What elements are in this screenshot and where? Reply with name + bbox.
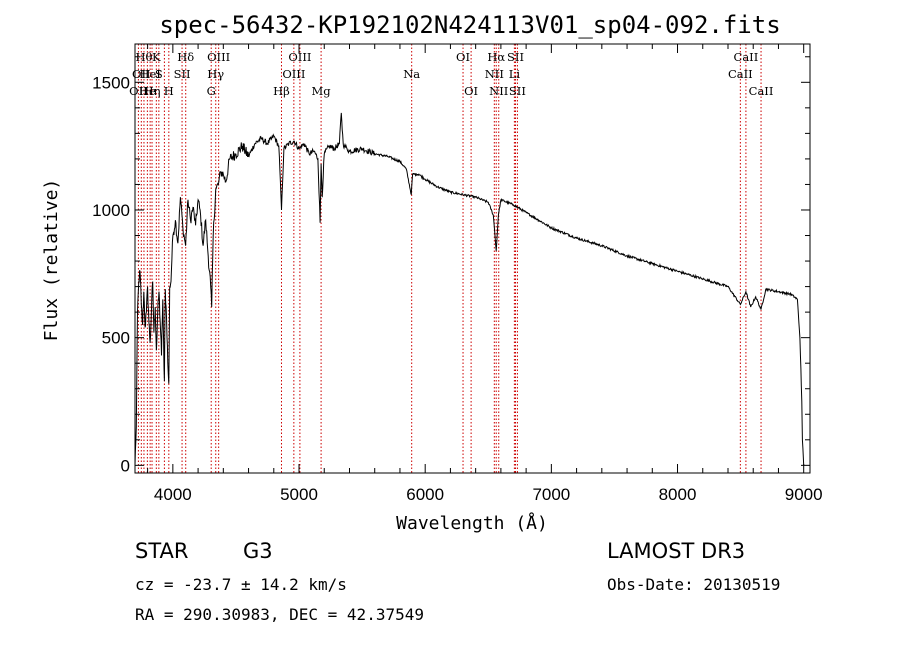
y-tick-label-1000: 1000 (92, 201, 130, 220)
line-label-16: OIII (282, 67, 305, 81)
x-axis-label: Wavelength (Å) (396, 512, 548, 534)
x-tick-label-4000: 4000 (154, 485, 192, 504)
x-tick-label-7000: 7000 (532, 485, 570, 504)
line-label-22: NII (485, 67, 504, 81)
line-label-2: Hθ (135, 50, 152, 64)
line-label-25: Li (509, 67, 521, 81)
object-subclass: G3 (243, 539, 273, 563)
survey-name: LAMOST DR3 (607, 539, 745, 563)
line-label-26: SII (507, 50, 524, 64)
line-label-28: CaII (728, 67, 753, 81)
line-label-14: OIII (207, 50, 230, 64)
line-label-30: CaII (749, 84, 774, 98)
line-label-11: Hδ (177, 50, 194, 64)
chart-title: spec-56432-KP192102N424113V01_sp04-092.f… (159, 11, 780, 39)
line-label-23: Hα (487, 50, 505, 64)
line-label-9: H (164, 84, 174, 98)
spectrum-line (134, 112, 805, 466)
spectral-line-labels: OIIOIIHθHeHeIHηKSHSIIHδGHγOIIIHβOIIIOIII… (129, 50, 773, 98)
line-label-15: Hβ (273, 84, 290, 98)
y-axis-label: Flux (relative) (41, 179, 62, 342)
coordinates: RA = 290.30983, DEC = 42.37549 (135, 605, 424, 624)
line-label-24: NII (489, 84, 508, 98)
line-label-21: OI (464, 84, 478, 98)
y-tick-label-500: 500 (102, 329, 130, 348)
line-label-5: Hη (144, 84, 161, 98)
y-tick-label-1500: 1500 (92, 73, 130, 92)
line-label-18: Mg (312, 84, 332, 98)
x-tick-label-5000: 5000 (280, 485, 318, 504)
line-label-7: S (155, 67, 163, 81)
x-axis-ticks: 4000 5000 6000 7000 8000 9000 (147, 44, 823, 504)
line-label-17: OIII (288, 50, 311, 64)
line-label-12: G (207, 84, 216, 98)
line-label-19: Na (403, 67, 420, 81)
line-label-6: K (152, 50, 161, 64)
x-tick-label-6000: 6000 (406, 485, 444, 504)
line-label-10: SII (174, 67, 191, 81)
y-axis-ticks: 0 500 1000 1500 (92, 56, 810, 475)
line-label-13: Hγ (207, 67, 224, 81)
redshift-text: cz = -23.7 ± 14.2 km/s (135, 575, 347, 594)
plot-frame (134, 43, 811, 474)
line-label-4: HeI (139, 67, 160, 81)
y-tick-label-0: 0 (121, 456, 130, 475)
line-label-27: SII (509, 84, 526, 98)
line-label-3: He (139, 84, 156, 98)
x-tick-label-9000: 9000 (785, 485, 823, 504)
obs-date: Obs-Date: 20130519 (607, 575, 780, 594)
line-label-1: OII (132, 67, 151, 81)
line-label-20: OI (456, 50, 470, 64)
line-label-0: OII (129, 84, 148, 98)
line-label-29: CaII (734, 50, 759, 64)
x-tick-label-8000: 8000 (659, 485, 697, 504)
object-class: STAR (135, 539, 188, 563)
spectral-line-markers (137, 44, 762, 473)
